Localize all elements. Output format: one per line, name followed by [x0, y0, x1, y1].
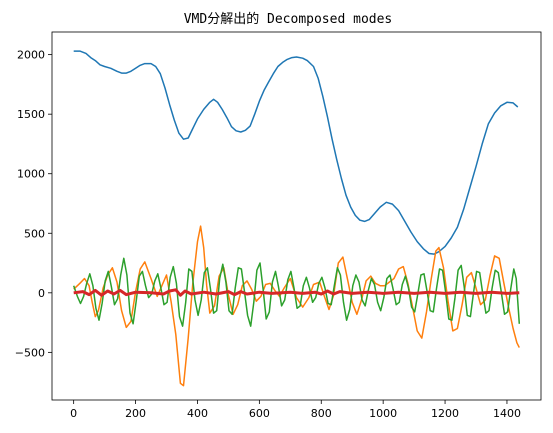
x-tick-label: 600: [249, 407, 270, 420]
y-tick-label: 1000: [17, 168, 45, 181]
y-tick-label: 1500: [17, 108, 45, 121]
y-tick-label: 0: [38, 287, 45, 300]
x-tick-label: 0: [70, 407, 77, 420]
axes: 0 200 400 600 800 1000 1200 1400 −500 0 500 1000 150…: [15, 31, 542, 420]
x-tick-label: 1000: [369, 407, 397, 420]
plot-lines: [72, 50, 521, 387]
plot-frame: [51, 31, 542, 401]
y-tick-label: 2000: [17, 49, 45, 62]
y-tick-label: 500: [24, 227, 45, 240]
x-tick-label: 1400: [493, 407, 521, 420]
x-tick-label: 800: [311, 407, 332, 420]
x-tick-label: 200: [125, 407, 146, 420]
x-tick-label: 1200: [431, 407, 459, 420]
x-tick-label: 400: [187, 407, 208, 420]
y-tick-label: −500: [15, 346, 45, 359]
chart-title: VMD分解出的 Decomposed modes: [184, 11, 393, 27]
series-line-1: [73, 50, 519, 255]
series-line-4: [73, 288, 520, 297]
